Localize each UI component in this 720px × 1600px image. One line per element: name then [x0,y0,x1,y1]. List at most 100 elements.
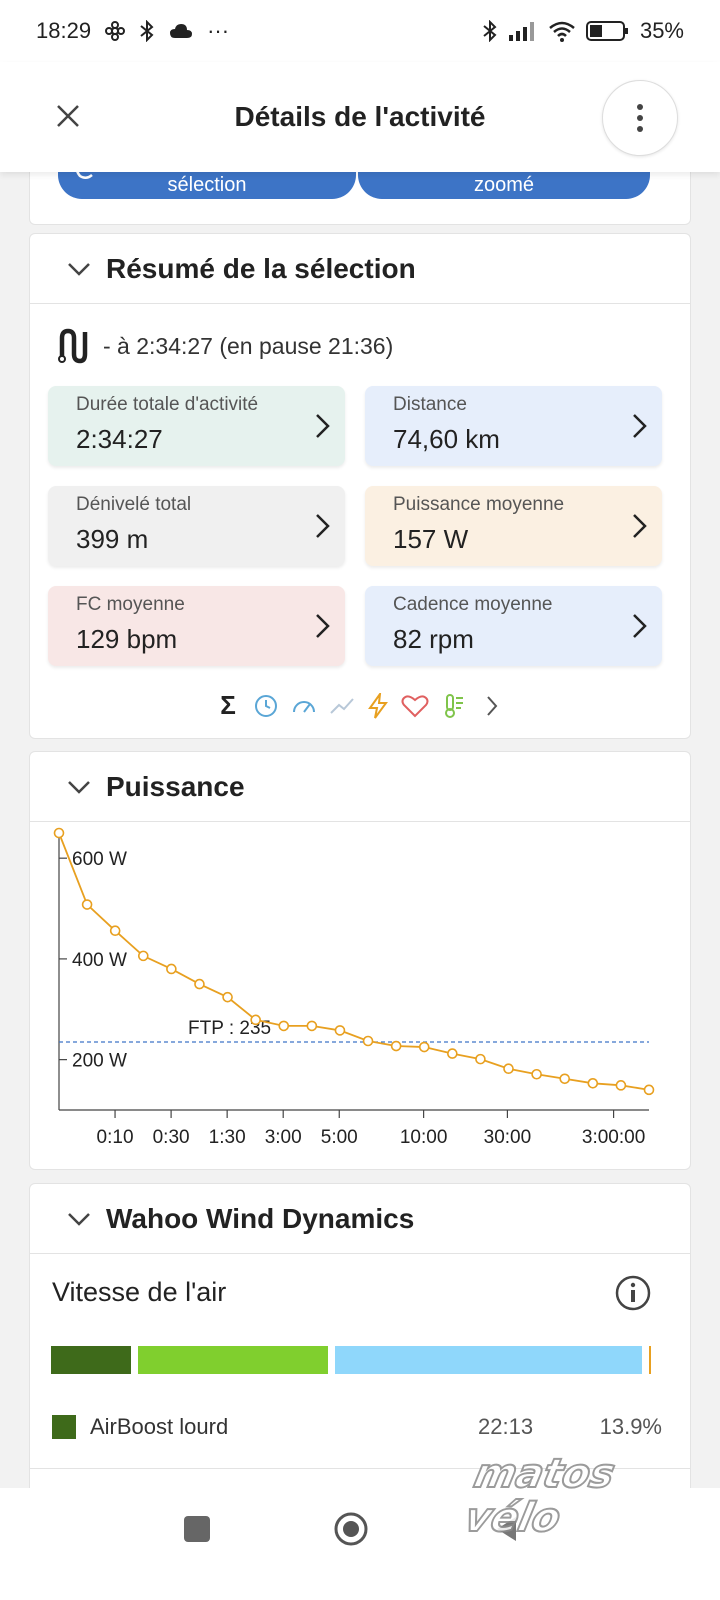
more-notifications-icon: ··· [207,18,230,43]
bar-segment-medium [138,1346,328,1374]
zoom-selection-label: zoomé [473,174,535,196]
vertical-dots-icon [637,104,643,132]
thermometer-icon[interactable] [441,693,467,719]
summary-tile[interactable]: Puissance moyenne 157 W [365,486,662,566]
legend-label: AirBoost lourd [90,1414,229,1439]
chevron-right-icon [633,414,647,438]
chevron-right-icon [633,514,647,538]
power-curve-point [278,1020,290,1032]
wind-dynamics-header[interactable]: Wahoo Wind Dynamics [30,1184,690,1254]
tile-label: Distance [393,394,467,415]
y-tick-label: 400 W [72,950,127,971]
bluetooth-icon [140,20,154,42]
bluetooth-icon [483,20,497,42]
power-curve-point [306,1020,318,1032]
summary-tile[interactable]: Distance 74,60 km [365,386,662,466]
home-button[interactable] [332,1510,370,1548]
x-tick-label: 30:00 [484,1127,532,1148]
summary-tile[interactable]: Dénivelé total 399 m [48,486,345,566]
status-bar: 18:29 ··· 35% [0,0,720,62]
power-curve-point [334,1025,346,1036]
power-curve-chart[interactable]: 200 W 400 W 600 W 0:10 0:30 1:30 3:00 5:00 10:00… [30,823,690,1168]
power-curve-point [503,1063,514,1075]
wind-dynamics-card: Wahoo Wind Dynamics Vitesse de l'air Air… [29,1183,691,1503]
y-tick-label: 200 W [72,1051,127,1072]
summary-tiles: Durée totale d'activité 2:34:27 Distance 74… [30,364,690,666]
power-curve-point [390,1040,402,1052]
route-icon [58,328,88,364]
power-card: Puissance 200 W 400 W 600 W 0:10 0:30 1:30 3:0… [29,751,691,1170]
metric-icon-row: Σ [30,666,690,721]
x-tick-label: 3:00:00 [582,1127,645,1148]
wind-dynamics-title: Wahoo Wind Dynamics [106,1202,415,1234]
tile-label: Dénivelé total [76,494,192,515]
selection-range-text: - à 2:34:27 (en pause 21:36) [103,332,394,359]
air-speed-subtitle: Vitesse de l'air [52,1277,227,1307]
y-tick-label: 600 W [72,849,127,870]
power-curve-point [109,925,121,937]
close-button[interactable] [48,96,88,136]
trend-icon[interactable] [329,693,355,719]
power-curve-point [362,1035,374,1047]
tile-label: Cadence moyenne [393,594,553,615]
tile-value: 157 W [393,524,469,554]
back-button[interactable] [492,1514,522,1544]
battery-icon [585,21,628,41]
summary-tile[interactable]: Cadence moyenne 82 rpm [365,586,662,666]
chevron-right-icon [316,614,330,638]
fan-icon [105,21,126,41]
x-tick-label: 0:10 [97,1127,134,1148]
power-curve-point [615,1080,627,1091]
power-curve-point [418,1041,430,1053]
chevron-down-icon [66,1206,92,1232]
power-curve-point [194,978,205,990]
power-curve-point [137,950,149,962]
chevron-right-icon[interactable] [479,693,505,719]
power-curve-point [222,991,233,1003]
clock-icon[interactable] [253,693,279,719]
close-icon [57,105,79,127]
legend-time: 22:13 [478,1414,534,1439]
summary-header[interactable]: Résumé de la sélection [30,234,690,304]
tile-value: 399 m [76,524,149,554]
tile-label: Puissance moyenne [393,494,565,515]
power-curve-point [250,1014,261,1026]
tile-label: Durée totale d'activité [76,394,259,415]
power-curve-line [58,832,650,1091]
legend-row-airboost-heavy: AirBoost lourd 22:13 13.9% [52,1414,662,1440]
chevron-down-icon [66,256,92,282]
watermark-text: matos vélo [460,1450,620,1542]
power-curve-point [643,1084,655,1096]
air-speed-distribution-bar [51,1346,651,1374]
info-icon[interactable] [614,1274,652,1312]
chevron-right-icon [633,614,647,638]
power-curve-point [587,1078,599,1089]
power-curve-point [475,1053,486,1065]
signal-icon [508,22,534,41]
summary-tile[interactable]: FC moyenne 129 bpm [48,586,345,666]
more-options-button[interactable] [602,80,678,156]
bar-segment-other [649,1346,651,1374]
speedometer-icon[interactable] [291,693,317,719]
lightning-icon[interactable] [367,692,389,719]
heart-icon[interactable] [401,693,429,719]
selection-summary-card: Résumé de la sélection - à 2:34:27 (en p… [29,233,691,739]
reset-selection-label: sélection [167,174,247,196]
sigma-icon[interactable]: Σ [220,690,236,720]
chevron-right-icon [316,414,330,438]
page-title: Détails de l'activité [234,101,486,132]
legend-percent: 13.9% [599,1414,662,1439]
tile-value: 74,60 km [393,424,500,454]
battery-percent: 35% [639,18,684,43]
tile-value: 129 bpm [76,624,178,654]
power-header[interactable]: Puissance [30,752,690,822]
x-tick-label: 10:00 [400,1127,448,1148]
summary-tile[interactable]: Durée totale d'activité 2:34:27 [48,386,345,466]
app-header: Détails de l'activité [0,62,720,172]
recents-button[interactable] [184,1516,210,1542]
wifi-icon [549,21,575,42]
ftp-label: FTP : 235 [188,1018,271,1039]
status-left: 18:29 ··· [36,18,229,44]
power-curve-point [81,899,93,910]
tile-value: 82 rpm [393,624,474,654]
